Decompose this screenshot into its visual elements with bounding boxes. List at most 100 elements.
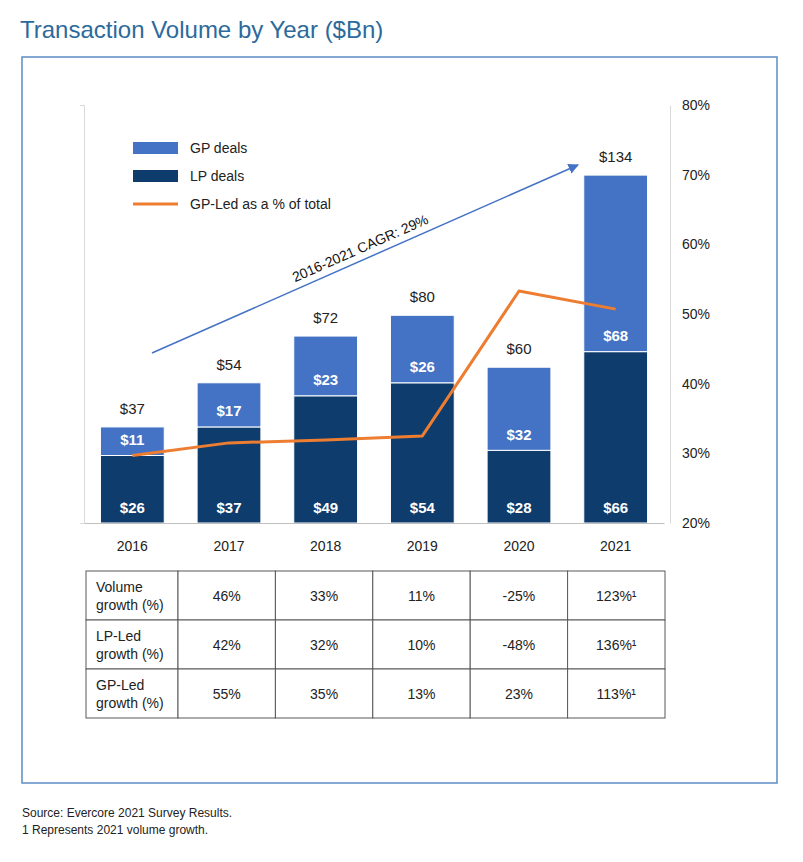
- table-cell: [178, 669, 275, 718]
- legend-item: LP deals: [133, 168, 244, 184]
- table-cell: [568, 620, 665, 669]
- total-label: $37: [120, 400, 145, 417]
- total-label: $80: [410, 288, 435, 305]
- y2-tick-label: 30%: [682, 445, 710, 461]
- bar: [584, 175, 648, 352]
- y2-tick: 50%: [670, 306, 710, 322]
- table-value: 32%: [310, 637, 338, 653]
- data-label: $23: [313, 371, 338, 388]
- chart-title: Transaction Volume by Year ($Bn): [20, 16, 383, 43]
- data-label: $26: [410, 358, 435, 375]
- x-tick-label: 2019: [407, 538, 438, 554]
- table-cell: [178, 620, 275, 669]
- table-cell: [86, 669, 178, 718]
- total-label: $134: [599, 148, 632, 165]
- table-value: 42%: [213, 637, 241, 653]
- table-value: 55%: [213, 686, 241, 702]
- table-value: -25%: [503, 588, 536, 604]
- table-cell: [568, 669, 665, 718]
- annotation-text: 2016-2021 CAGR: 29%: [290, 211, 431, 285]
- x-tick-label: 2016: [117, 538, 148, 554]
- legend-label: GP deals: [190, 140, 247, 156]
- data-label: $68: [603, 327, 628, 344]
- table-value: 46%: [213, 588, 241, 604]
- table-value: 35%: [310, 686, 338, 702]
- table-cell: [373, 620, 470, 669]
- table-row-label-line: LP-Led: [96, 628, 141, 644]
- table-value: 10%: [407, 637, 435, 653]
- x-tick: 2019: [407, 538, 438, 554]
- y2-tick-label: 20%: [682, 515, 710, 531]
- table-cell: [275, 620, 372, 669]
- frame: [22, 57, 777, 783]
- table: Volumegrowth (%)46%33%11%-25%123%¹LP-Led…: [86, 571, 665, 718]
- y2-tick: 70%: [670, 167, 710, 183]
- y2-tick-label: 70%: [682, 167, 710, 183]
- x-tick: 2021: [600, 538, 631, 554]
- table-row-label-line: growth (%): [96, 597, 164, 613]
- bar: [197, 383, 261, 427]
- x-tick-label: 2021: [600, 538, 631, 554]
- x-tick-label: 2017: [213, 538, 244, 554]
- y2-tick: 60%: [670, 236, 710, 252]
- x-axis: 2016 2017 2018 2019 2020 2021: [85, 524, 665, 554]
- legend: GP deals LP deals GP-Led as a % of total: [133, 140, 331, 212]
- note: Source: Evercore 2021 Survey Results.: [22, 806, 232, 820]
- legend-swatch: [133, 170, 178, 182]
- line: [132, 291, 615, 455]
- legend-label: GP-Led as a % of total: [190, 196, 331, 212]
- bar: [100, 455, 164, 523]
- table-cell: [275, 669, 372, 718]
- x-tick: 2017: [213, 538, 244, 554]
- x-axis-line: [85, 523, 665, 524]
- x-tick-label: 2020: [503, 538, 534, 554]
- table-row-label-line: growth (%): [96, 646, 164, 662]
- total-label: $54: [216, 356, 241, 373]
- legend-swatch: [133, 203, 178, 206]
- y2-axis: 20% 30% 40% 50% 60% 70% 80%: [670, 97, 710, 531]
- table-value: 11%: [408, 588, 435, 604]
- bar: [584, 352, 648, 523]
- data-label: $66: [603, 499, 628, 516]
- table-value: 123%¹: [596, 588, 637, 604]
- table-cell: [568, 571, 665, 620]
- table-row-label: Volumegrowth (%): [96, 579, 164, 613]
- table-value: -48%: [503, 637, 536, 653]
- table-cell: [275, 571, 372, 620]
- y2-tick: 80%: [670, 97, 710, 113]
- bar: [294, 336, 358, 396]
- legend-label: LP deals: [190, 168, 244, 184]
- y2-tick-label: 60%: [682, 236, 710, 252]
- y2-tick-label: 80%: [682, 97, 710, 113]
- table-value: 23%: [505, 686, 533, 702]
- table-cell: [178, 571, 275, 620]
- x-tick: 2020: [503, 538, 534, 554]
- table-cell: [470, 620, 567, 669]
- chart-container: Transaction Volume by Year ($Bn)$26$37$4…: [0, 0, 803, 862]
- table-value: 136%¹: [596, 637, 637, 653]
- table-value: 13%: [407, 686, 435, 702]
- bar: [390, 315, 454, 383]
- data-label: $54: [410, 499, 436, 516]
- bar: [487, 367, 551, 450]
- data-label: $28: [506, 499, 531, 516]
- table-row-label-line: GP-Led: [96, 677, 144, 693]
- total-label: $72: [313, 309, 338, 326]
- data-labels: $26$37$49$54$28$66$11$17$23$26$32$68$37$…: [120, 148, 633, 515]
- y2-tick-label: 50%: [682, 306, 710, 322]
- y2-axis-line: [670, 106, 671, 524]
- annotation: 2016-2021 CAGR: 29%: [152, 165, 578, 353]
- table-cell: [373, 669, 470, 718]
- data-label: $32: [506, 426, 531, 443]
- data-label: $17: [216, 402, 241, 419]
- y2-tick: 40%: [670, 376, 710, 392]
- y2-tick: 30%: [670, 445, 710, 461]
- table-value: 113%¹: [597, 686, 637, 702]
- legend-item: GP-Led as a % of total: [133, 196, 331, 212]
- y-axis: [80, 106, 85, 524]
- y-axis-line: [80, 106, 85, 524]
- x-tick-label: 2018: [310, 538, 341, 554]
- data-label: $11: [120, 431, 144, 448]
- marks: [100, 175, 647, 523]
- legend-item: GP deals: [133, 140, 247, 156]
